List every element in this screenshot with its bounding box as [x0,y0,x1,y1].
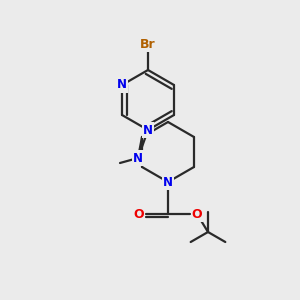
Text: N: N [143,124,153,136]
Text: N: N [117,79,127,92]
Text: O: O [192,208,202,220]
Text: N: N [163,176,173,188]
Text: Br: Br [140,38,156,50]
Text: O: O [134,208,144,220]
Text: N: N [133,152,143,164]
